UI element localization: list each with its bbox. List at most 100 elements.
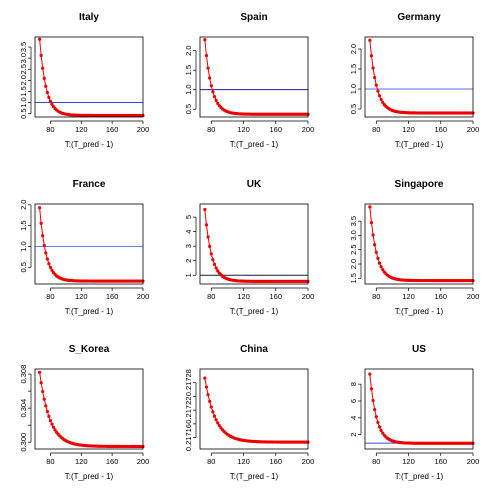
data-point <box>39 53 43 58</box>
x-tick-label: 80 <box>46 125 54 134</box>
series-line <box>369 40 473 114</box>
panel-title: China <box>240 344 268 355</box>
x-tick-label: 80 <box>207 457 215 466</box>
plot-frame <box>364 368 474 450</box>
y-tick-label: 1.0 <box>184 84 193 94</box>
x-tick-label: 200 <box>467 292 480 301</box>
data-point <box>209 84 213 88</box>
data-point <box>212 414 217 418</box>
y-tick-label: 2 <box>184 259 193 263</box>
plot-frame <box>199 203 309 285</box>
data-point <box>208 399 212 403</box>
y-axis: 1 2 3 4 5 <box>184 215 197 277</box>
x-tick-label: 120 <box>237 292 250 301</box>
data-point <box>41 234 45 238</box>
data-point <box>377 94 382 98</box>
data-point <box>209 252 213 256</box>
y-tick-label: 5 <box>184 215 193 219</box>
data-point <box>39 221 43 225</box>
data-point <box>217 423 221 428</box>
data-point <box>203 207 207 212</box>
panel-title: Italy <box>79 12 99 23</box>
data-point <box>48 418 53 423</box>
y-tick-label: 2.0 <box>19 200 28 210</box>
x-tick-label: 200 <box>302 457 315 466</box>
data-point <box>214 266 218 270</box>
data-point <box>216 101 220 105</box>
x-axis: 80 120 160 200 <box>372 287 480 301</box>
data-point <box>381 100 385 104</box>
data-point <box>371 398 375 403</box>
plot-frame <box>364 203 474 285</box>
y-axis: 1.5 2.0 2.5 3.0 3.5 <box>349 216 362 284</box>
x-tick-label: 160 <box>106 292 119 301</box>
data-point <box>376 420 380 425</box>
data-point <box>208 76 212 80</box>
panel-italy: Italy 80 120 160 200 0.51.01.52.02.53.03.5 T:(… <box>19 12 149 149</box>
series-line <box>39 372 143 447</box>
plot-frame <box>364 36 474 118</box>
data-point <box>41 389 45 394</box>
series-line <box>39 207 143 282</box>
series-line <box>204 378 308 443</box>
x-tick-label: 160 <box>106 457 119 466</box>
y-tick-label: 6 <box>349 399 358 403</box>
y-tick-label: 2.5 <box>19 64 28 74</box>
x-axis-label: T:(T_pred - 1) <box>65 307 114 316</box>
y-tick-label: 0.5 <box>19 262 28 272</box>
x-tick-label: 80 <box>372 457 380 466</box>
data-point <box>45 90 49 95</box>
y-tick-label: 1.0 <box>19 97 28 107</box>
x-tick-label: 80 <box>372 125 380 134</box>
data-point <box>206 393 210 397</box>
data-point <box>209 405 213 409</box>
data-point <box>50 268 54 272</box>
data-point <box>38 370 42 374</box>
y-tick-label: 3.5 <box>349 216 358 226</box>
panel-germany: Germany 80 120 160 200 0.5 1.0 1.5 2.0 T:(T_pred … <box>349 12 479 149</box>
data-point <box>42 76 46 80</box>
panel-singapore: Singapore 80 120 160 200 1.5 2.0 2.5 3.0 3.5 T:(T_… <box>349 179 479 316</box>
x-tick-label: 80 <box>46 457 54 466</box>
x-tick-label: 200 <box>467 457 480 466</box>
data-point <box>203 376 207 380</box>
x-axis-label: T:(T_pred - 1) <box>65 472 114 481</box>
y-tick-label: 2.0 <box>349 44 358 54</box>
y-tick-label: 1.5 <box>184 65 193 75</box>
data-point <box>211 90 215 94</box>
panel-france: France 80 120 160 200 0.5 1.0 1.5 2.0 T:(T_pred -… <box>19 179 149 316</box>
data-point <box>204 385 209 389</box>
y-tick-label: 3.0 <box>349 230 358 240</box>
panel-uk: UK 80 120 160 200 1 2 3 4 5 T:(T_pred - 1) <box>184 179 314 316</box>
x-axis-label: T:(T_pred - 1) <box>230 140 279 149</box>
data-point <box>47 262 51 266</box>
panel-title: France <box>73 179 106 190</box>
x-axis: 80 120 160 200 <box>207 120 314 134</box>
series-line <box>204 209 308 282</box>
data-point <box>368 205 372 209</box>
y-tick-label: 1.5 <box>19 86 28 96</box>
data-point <box>373 243 377 247</box>
x-tick-label: 160 <box>435 457 448 466</box>
x-tick-label: 200 <box>137 457 150 466</box>
y-tick-label: 1.5 <box>349 64 358 74</box>
panel-title: UK <box>247 179 262 190</box>
panel-title: Singapore <box>395 179 444 190</box>
data-point <box>51 425 56 429</box>
x-tick-label: 80 <box>372 292 380 301</box>
plot-frame <box>34 368 144 450</box>
data-point <box>42 243 46 247</box>
y-tick-label: 0.21716 <box>184 424 193 451</box>
data-point <box>50 102 54 106</box>
panel-us: US 80 120 160 200 2 4 6 8 T:(T_pred - 1) <box>349 344 479 481</box>
x-tick-label: 120 <box>237 125 250 134</box>
data-point <box>53 428 57 432</box>
data-point <box>47 414 51 418</box>
y-tick-label: 2.5 <box>349 244 358 254</box>
y-tick-label: 0.308 <box>19 365 28 384</box>
y-tick-label: 0.21728 <box>184 369 193 396</box>
data-point <box>42 397 46 401</box>
